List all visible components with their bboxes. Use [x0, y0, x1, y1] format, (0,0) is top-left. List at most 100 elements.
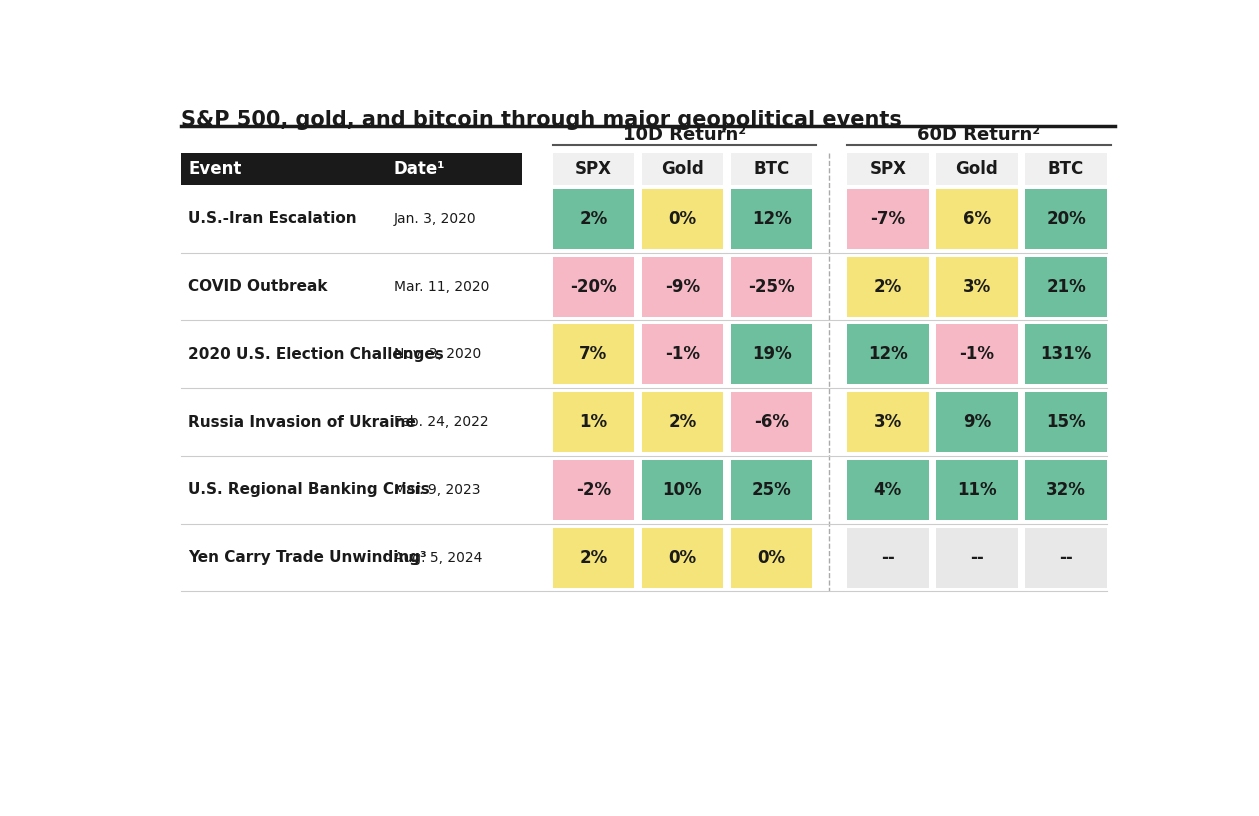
Text: 0%: 0%	[669, 210, 696, 228]
FancyBboxPatch shape	[731, 392, 812, 452]
Text: Mar. 9, 2023: Mar. 9, 2023	[394, 483, 480, 497]
FancyBboxPatch shape	[937, 528, 1017, 588]
Text: 4%: 4%	[874, 481, 901, 499]
Text: Mar. 11, 2020: Mar. 11, 2020	[394, 280, 490, 294]
FancyBboxPatch shape	[937, 153, 1017, 185]
Text: 25%: 25%	[752, 481, 792, 499]
FancyBboxPatch shape	[553, 460, 635, 520]
Text: -25%: -25%	[748, 277, 794, 295]
FancyBboxPatch shape	[1025, 392, 1107, 452]
Text: 10D Return²: 10D Return²	[623, 126, 745, 144]
FancyBboxPatch shape	[847, 324, 928, 384]
Text: 21%: 21%	[1046, 277, 1087, 295]
Text: BTC: BTC	[753, 160, 789, 178]
Text: -1%: -1%	[959, 345, 995, 363]
FancyBboxPatch shape	[553, 528, 635, 588]
FancyBboxPatch shape	[1025, 460, 1107, 520]
FancyBboxPatch shape	[731, 256, 812, 317]
Text: 0%: 0%	[669, 548, 696, 566]
Text: Event: Event	[189, 160, 242, 178]
FancyBboxPatch shape	[1025, 528, 1107, 588]
Text: Nov. 3, 2020: Nov. 3, 2020	[394, 348, 481, 361]
Text: 3%: 3%	[963, 277, 991, 295]
Text: 19%: 19%	[752, 345, 792, 363]
Text: 6%: 6%	[963, 210, 991, 228]
Text: SPX: SPX	[869, 160, 906, 178]
Text: 15%: 15%	[1046, 413, 1085, 431]
Text: 2%: 2%	[579, 210, 607, 228]
FancyBboxPatch shape	[1025, 324, 1107, 384]
Text: COVID Outbreak: COVID Outbreak	[189, 279, 327, 294]
Text: -1%: -1%	[665, 345, 700, 363]
Text: Feb. 24, 2022: Feb. 24, 2022	[394, 415, 488, 429]
Text: 11%: 11%	[957, 481, 997, 499]
FancyBboxPatch shape	[847, 153, 928, 185]
FancyBboxPatch shape	[937, 460, 1017, 520]
Text: 7%: 7%	[579, 345, 607, 363]
FancyBboxPatch shape	[937, 188, 1017, 249]
Text: -6%: -6%	[754, 413, 789, 431]
Text: --: --	[971, 548, 983, 566]
Text: 131%: 131%	[1040, 345, 1092, 363]
FancyBboxPatch shape	[847, 460, 928, 520]
Text: 10%: 10%	[662, 481, 703, 499]
FancyBboxPatch shape	[642, 392, 723, 452]
Text: -20%: -20%	[570, 277, 617, 295]
Text: Jan. 3, 2020: Jan. 3, 2020	[394, 212, 476, 226]
Text: 12%: 12%	[752, 210, 792, 228]
Text: U.S.-Iran Escalation: U.S.-Iran Escalation	[189, 211, 358, 226]
FancyBboxPatch shape	[553, 256, 635, 317]
Text: -2%: -2%	[575, 481, 611, 499]
FancyBboxPatch shape	[731, 188, 812, 249]
Text: 2%: 2%	[669, 413, 696, 431]
FancyBboxPatch shape	[731, 324, 812, 384]
Text: BTC: BTC	[1047, 160, 1084, 178]
FancyBboxPatch shape	[847, 392, 928, 452]
Text: 2%: 2%	[874, 277, 901, 295]
FancyBboxPatch shape	[731, 460, 812, 520]
FancyBboxPatch shape	[553, 153, 635, 185]
FancyBboxPatch shape	[731, 528, 812, 588]
FancyBboxPatch shape	[642, 256, 723, 317]
Text: 2%: 2%	[579, 548, 607, 566]
FancyBboxPatch shape	[937, 324, 1017, 384]
FancyBboxPatch shape	[180, 153, 521, 185]
FancyBboxPatch shape	[553, 188, 635, 249]
FancyBboxPatch shape	[937, 392, 1017, 452]
Text: 9%: 9%	[963, 413, 991, 431]
Text: 20%: 20%	[1046, 210, 1087, 228]
FancyBboxPatch shape	[642, 460, 723, 520]
Text: -9%: -9%	[665, 277, 700, 295]
Text: Date¹: Date¹	[394, 160, 446, 178]
Text: 2020 U.S. Election Challenges: 2020 U.S. Election Challenges	[189, 347, 444, 361]
FancyBboxPatch shape	[847, 528, 928, 588]
Text: U.S. Regional Banking Crisis: U.S. Regional Banking Crisis	[189, 482, 431, 497]
Text: 32%: 32%	[1046, 481, 1087, 499]
FancyBboxPatch shape	[731, 153, 812, 185]
FancyBboxPatch shape	[847, 188, 928, 249]
FancyBboxPatch shape	[642, 153, 723, 185]
Text: --: --	[881, 548, 895, 566]
Text: Gold: Gold	[956, 160, 998, 178]
Text: 12%: 12%	[867, 345, 908, 363]
Text: 60D Return²: 60D Return²	[918, 126, 1040, 144]
Text: 1%: 1%	[579, 413, 607, 431]
Text: --: --	[1059, 548, 1073, 566]
FancyBboxPatch shape	[642, 324, 723, 384]
Text: -7%: -7%	[870, 210, 905, 228]
FancyBboxPatch shape	[937, 256, 1017, 317]
Text: SPX: SPX	[575, 160, 612, 178]
FancyBboxPatch shape	[1025, 153, 1107, 185]
FancyBboxPatch shape	[553, 324, 635, 384]
Text: Gold: Gold	[661, 160, 704, 178]
Text: 3%: 3%	[874, 413, 901, 431]
Text: Aug. 5, 2024: Aug. 5, 2024	[394, 551, 482, 565]
Text: Russia Invasion of Ukraine: Russia Invasion of Ukraine	[189, 415, 417, 429]
FancyBboxPatch shape	[1025, 188, 1107, 249]
FancyBboxPatch shape	[847, 256, 928, 317]
FancyBboxPatch shape	[1025, 256, 1107, 317]
Text: Yen Carry Trade Unwinding³: Yen Carry Trade Unwinding³	[189, 550, 427, 565]
Text: S&P 500, gold, and bitcoin through major geopolitical events: S&P 500, gold, and bitcoin through major…	[180, 110, 901, 131]
FancyBboxPatch shape	[642, 188, 723, 249]
FancyBboxPatch shape	[642, 528, 723, 588]
